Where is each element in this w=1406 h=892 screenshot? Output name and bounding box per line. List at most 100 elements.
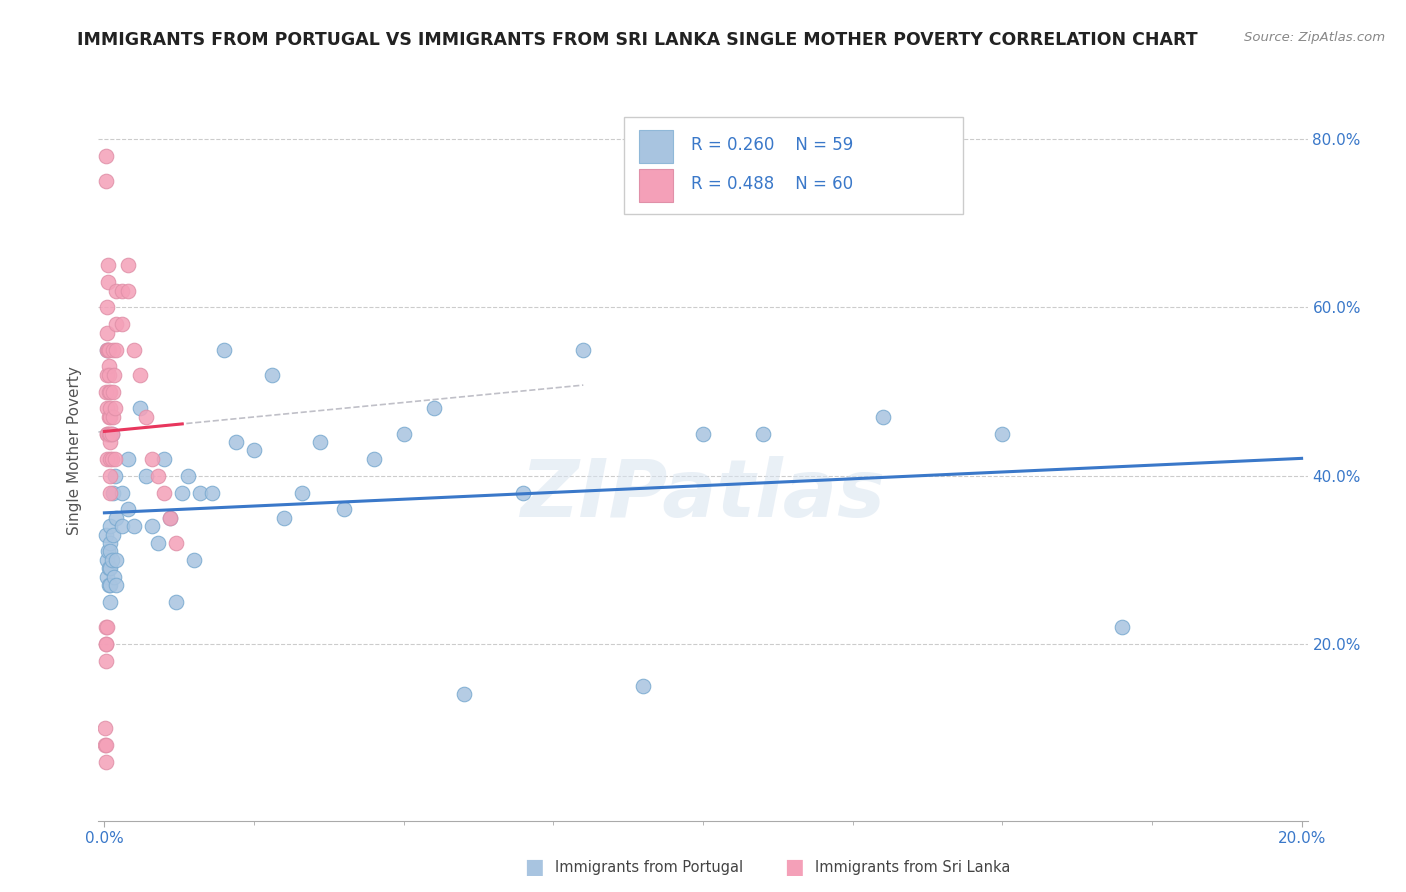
Point bbox=[101, 409, 124, 424]
Point bbox=[159, 510, 181, 524]
Text: Source: ZipAtlas.com: Source: ZipAtlas.com bbox=[1244, 31, 1385, 45]
Point bbox=[96, 301, 118, 315]
Point bbox=[188, 485, 211, 500]
Point bbox=[97, 544, 120, 558]
Point bbox=[94, 637, 117, 651]
Point bbox=[100, 544, 122, 558]
Point bbox=[96, 368, 118, 382]
Point bbox=[201, 485, 224, 500]
Point bbox=[96, 451, 118, 466]
Point bbox=[453, 688, 475, 702]
Point bbox=[98, 578, 121, 592]
Point bbox=[94, 738, 117, 752]
Point bbox=[159, 510, 181, 524]
Point bbox=[94, 738, 117, 752]
Point bbox=[333, 502, 356, 516]
Point bbox=[97, 359, 120, 374]
Point bbox=[96, 620, 118, 634]
Point bbox=[129, 401, 152, 416]
Point bbox=[96, 343, 118, 357]
Point bbox=[94, 755, 117, 769]
Point bbox=[104, 468, 127, 483]
Point bbox=[141, 451, 163, 466]
Point bbox=[273, 510, 295, 524]
Point bbox=[100, 578, 122, 592]
Point bbox=[101, 426, 124, 441]
Point bbox=[291, 485, 314, 500]
Point bbox=[105, 284, 128, 298]
Text: ■: ■ bbox=[785, 857, 804, 877]
Point bbox=[98, 343, 121, 357]
Point bbox=[111, 519, 134, 533]
Text: IMMIGRANTS FROM PORTUGAL VS IMMIGRANTS FROM SRI LANKA SINGLE MOTHER POVERTY CORR: IMMIGRANTS FROM PORTUGAL VS IMMIGRANTS F… bbox=[77, 31, 1198, 49]
Point bbox=[100, 553, 122, 567]
Point bbox=[96, 343, 118, 357]
Point bbox=[105, 553, 128, 567]
Point bbox=[177, 468, 200, 483]
Point bbox=[392, 426, 415, 441]
Point bbox=[96, 149, 118, 163]
Point bbox=[97, 409, 120, 424]
Point bbox=[117, 284, 139, 298]
Point bbox=[260, 368, 283, 382]
Point bbox=[111, 284, 134, 298]
Point bbox=[309, 435, 332, 450]
Point bbox=[98, 384, 121, 399]
Text: ■: ■ bbox=[524, 857, 544, 877]
Point bbox=[103, 368, 125, 382]
Point bbox=[100, 561, 122, 575]
Text: ZIPatlas: ZIPatlas bbox=[520, 456, 886, 534]
Point bbox=[97, 343, 120, 357]
Point bbox=[572, 343, 595, 357]
Point bbox=[243, 443, 266, 458]
Point bbox=[94, 721, 117, 735]
Point bbox=[100, 451, 122, 466]
Point bbox=[165, 536, 187, 550]
Point bbox=[101, 384, 124, 399]
Point bbox=[101, 451, 124, 466]
Point bbox=[97, 384, 120, 399]
Point bbox=[100, 485, 122, 500]
Point bbox=[103, 569, 125, 583]
Point bbox=[97, 561, 120, 575]
FancyBboxPatch shape bbox=[638, 169, 673, 202]
Point bbox=[96, 553, 118, 567]
Point bbox=[148, 468, 170, 483]
Point bbox=[96, 426, 118, 441]
Text: Immigrants from Sri Lanka: Immigrants from Sri Lanka bbox=[815, 860, 1011, 874]
Point bbox=[97, 259, 120, 273]
Point bbox=[100, 426, 122, 441]
Point bbox=[105, 578, 128, 592]
Point bbox=[98, 536, 121, 550]
Text: Immigrants from Portugal: Immigrants from Portugal bbox=[555, 860, 744, 874]
Point bbox=[96, 637, 118, 651]
Point bbox=[225, 435, 247, 450]
Point bbox=[96, 326, 118, 340]
Point bbox=[124, 519, 146, 533]
Point bbox=[212, 343, 235, 357]
Point bbox=[105, 510, 128, 524]
Y-axis label: Single Mother Poverty: Single Mother Poverty bbox=[67, 366, 83, 535]
Point bbox=[103, 527, 125, 541]
Point bbox=[98, 426, 121, 441]
Point bbox=[129, 368, 152, 382]
Point bbox=[111, 485, 134, 500]
Point bbox=[363, 451, 385, 466]
Point bbox=[100, 468, 122, 483]
Point bbox=[172, 485, 194, 500]
Point bbox=[98, 368, 121, 382]
Point bbox=[96, 527, 118, 541]
Point bbox=[103, 343, 125, 357]
Point bbox=[96, 384, 118, 399]
Point bbox=[100, 595, 122, 609]
Point bbox=[105, 318, 128, 332]
Point bbox=[422, 401, 444, 416]
Point bbox=[103, 401, 125, 416]
Point bbox=[135, 409, 157, 424]
Point bbox=[752, 426, 775, 441]
Point bbox=[104, 451, 127, 466]
Point bbox=[96, 426, 118, 441]
Point bbox=[117, 451, 139, 466]
Point bbox=[991, 426, 1014, 441]
Point bbox=[98, 435, 121, 450]
